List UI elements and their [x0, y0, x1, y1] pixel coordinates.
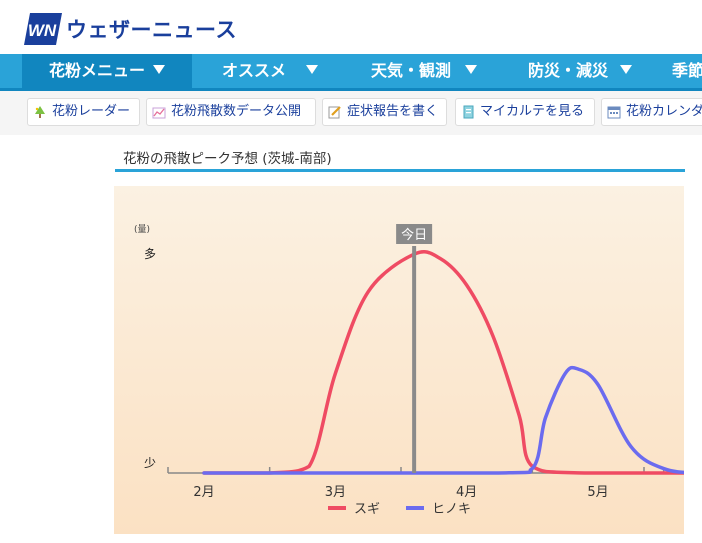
logo-text[interactable]: ウェザーニュース: [66, 18, 237, 42]
x-tick-label: 2月: [193, 485, 214, 500]
site-header: WN ウェザーニュース: [0, 0, 702, 54]
nav-item-label: 季節: [672, 61, 702, 80]
chart-icon: [152, 107, 166, 119]
today-marker-label: 今日: [401, 227, 427, 243]
today-marker-group: 今日: [396, 224, 433, 473]
sub-nav-label: 花粉飛散数データ公開: [171, 104, 302, 119]
chevron-down-icon: [306, 65, 319, 74]
series-line-hinoki: [202, 365, 684, 475]
pencil-icon: [328, 106, 341, 119]
nav-item-pollen-menu[interactable]: 花粉メニュー: [49, 54, 166, 88]
y-top-label: 多: [144, 247, 156, 261]
pollen-calendar-button[interactable]: 花粉カレンダー: [601, 98, 702, 126]
pollen-peak-chart: (量) 多少 2月 3月 4月 5月 今日 スギ ヒノキ: [114, 186, 684, 534]
series-line-sugi: [202, 250, 684, 475]
my-chart-button[interactable]: マイカルテを見る: [455, 98, 595, 126]
chart-series: [202, 250, 684, 475]
chevron-down-icon: [620, 65, 633, 74]
today-marker-badge: [396, 224, 433, 244]
chart-card-icon: [463, 105, 474, 119]
pollen-data-button[interactable]: 花粉飛散数データ公開: [146, 98, 316, 126]
pollen-radar-button[interactable]: 花粉レーダー: [27, 98, 140, 126]
nav-item-label: 防災・減災: [528, 61, 609, 80]
sub-nav-label: 症状報告を書く: [347, 104, 439, 119]
legend-label: ヒノキ: [432, 502, 471, 517]
nav-item-disaster[interactable]: 防災・減災: [528, 54, 633, 88]
nav-item-label: オススメ: [222, 61, 287, 80]
logo-mark-text: WN: [28, 21, 57, 40]
legend-label: スギ: [354, 502, 380, 517]
sub-nav-label: マイカルテを見る: [480, 104, 585, 119]
tree-icon: [35, 106, 45, 118]
weathernews-logo-icon[interactable]: WN: [24, 13, 62, 45]
chevron-down-icon: [153, 65, 166, 74]
calendar-icon: [607, 106, 621, 119]
chevron-down-icon: [465, 65, 478, 74]
nav-item-label: 天気・観測: [371, 61, 452, 80]
nav-item-season[interactable]: 季節: [672, 54, 702, 88]
nav-item-weather[interactable]: 天気・観測: [371, 54, 478, 88]
sub-nav: 花粉レーダー 花粉飛散数データ公開 症状報告を書く マイカルテを見る 花: [0, 91, 702, 135]
x-tick-label: 3月: [325, 485, 346, 500]
section-title: 花粉の飛散ピーク予想 (茨城-南部): [123, 151, 332, 167]
x-tick-label: 5月: [587, 485, 608, 500]
chart-axes: (量) 多少 2月 3月 4月 5月: [134, 224, 665, 500]
nav-item-label: 花粉メニュー: [49, 61, 146, 80]
sub-nav-label: 花粉レーダー: [52, 104, 131, 119]
y-bottom-label: 少: [144, 456, 156, 470]
chart-svg: (量) 多少 2月 3月 4月 5月 今日 スギ ヒノキ: [134, 224, 684, 517]
sub-nav-label: 花粉カレンダー: [626, 104, 702, 119]
x-tick-label: 4月: [456, 485, 477, 500]
nav-item-recommended[interactable]: オススメ: [222, 54, 319, 88]
write-symptom-report-button[interactable]: 症状報告を書く: [322, 98, 447, 126]
chart-legend: スギ ヒノキ: [328, 502, 471, 517]
y-unit-label: (量): [134, 224, 150, 235]
main-nav: 花粉メニュー オススメ 天気・観測 防災・減災 季節: [0, 54, 702, 91]
section-title-rule: [115, 169, 685, 172]
